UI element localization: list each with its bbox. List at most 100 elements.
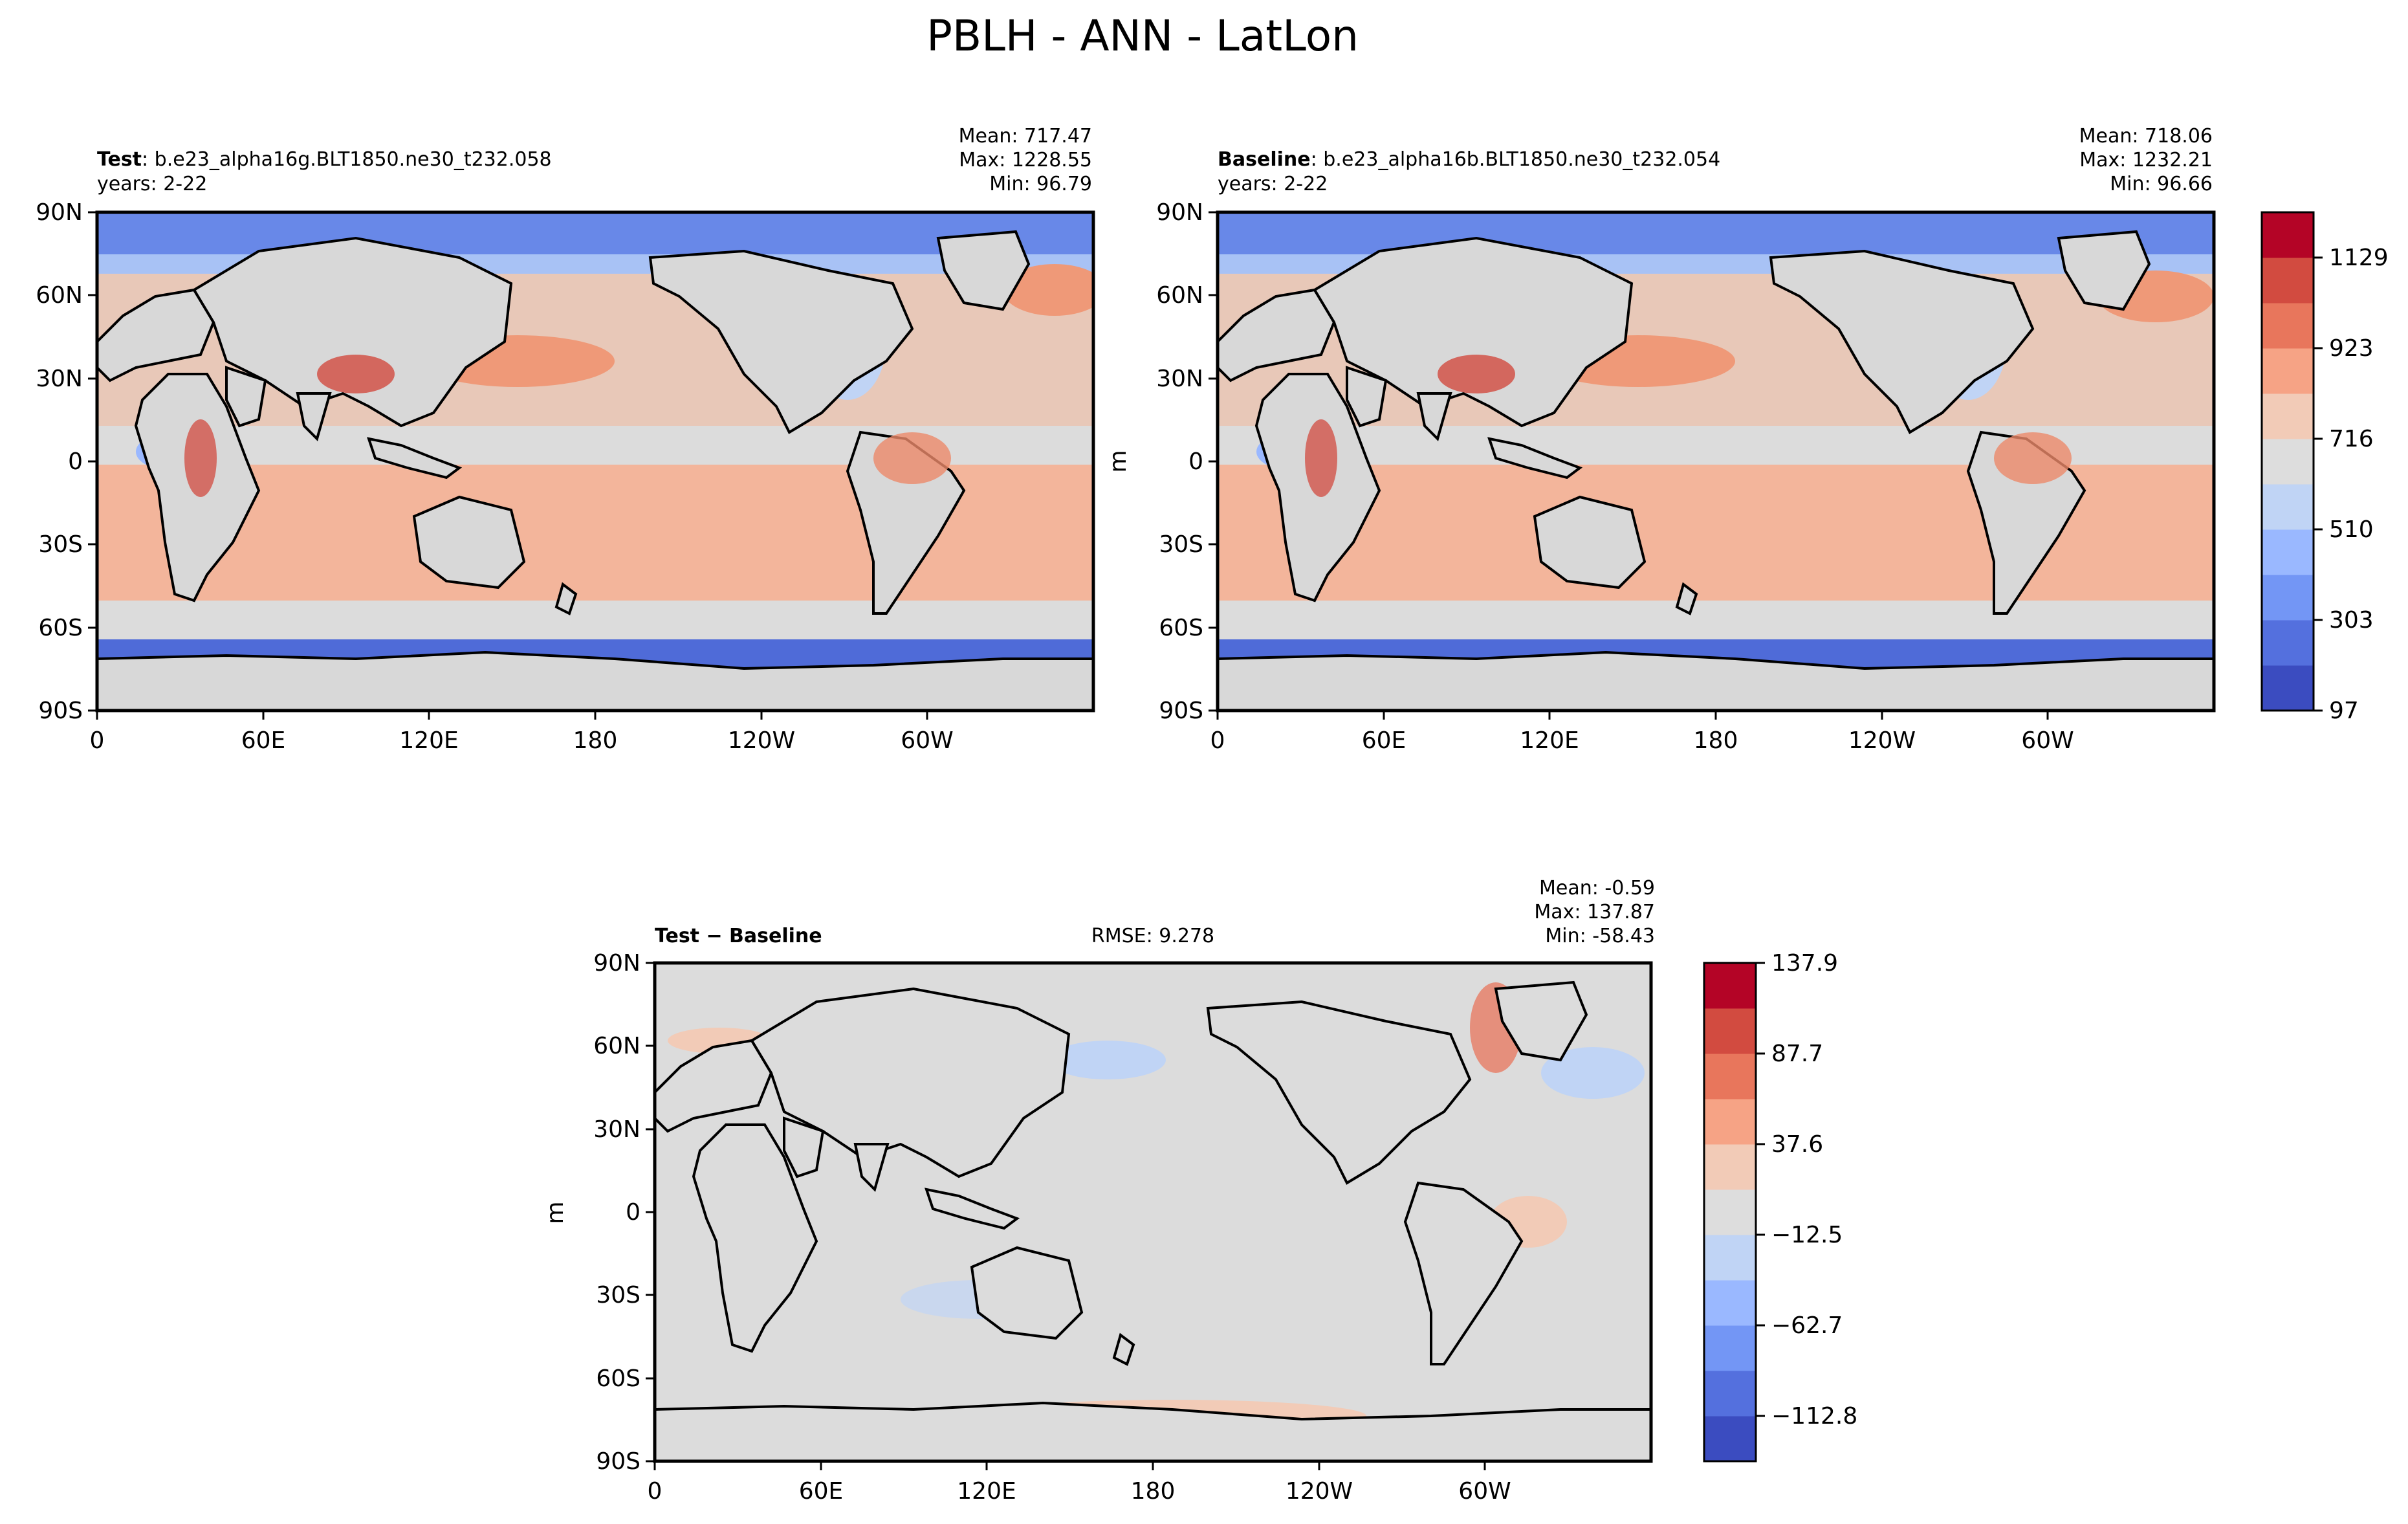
map-baseline-xtick-180: 180 <box>1694 727 1738 754</box>
panel-baseline-stat-max: Max: 1232.21 <box>2079 149 2213 171</box>
colorbar-main-tick-510: 510 <box>2329 516 2374 543</box>
panel-diff-stat-mean: Mean: -0.59 <box>1539 877 1655 900</box>
colorbar-main-segments <box>2262 212 2314 711</box>
map-diff-ytick-90s: 90S <box>596 1448 640 1475</box>
colorbar-main-tick-303: 303 <box>2329 607 2374 634</box>
colorbar-main-segment-5 <box>2262 439 2314 485</box>
map-test: 90N 60N 30N 0 30S 60S 90S 0 60E 120E 180… <box>36 199 1095 754</box>
colorbar-main: 97 303 510 716 923 1129 <box>2260 211 2389 724</box>
colorbar-diff-segment-8 <box>1704 1054 1756 1099</box>
panel-diff: Test − Baseline RMSE: 9.278 Mean: -0.59 … <box>542 877 1655 1505</box>
colorbar-diff-tick-87.7: 87.7 <box>1771 1041 1823 1067</box>
map-diff-ytick-0: 0 <box>626 1199 640 1226</box>
panel-baseline-label: Baseline: b.e23_alpha16b.BLT1850.ne30_t2… <box>1218 148 1720 171</box>
map-baseline-x-ticks: 0 60E 120E 180 120W 60W <box>1210 711 2074 754</box>
map-test-xtick-60w: 60W <box>901 727 953 754</box>
map-baseline-ytick-0: 0 <box>1188 448 1203 475</box>
colorbar-diff-segment-1 <box>1704 1371 1756 1417</box>
map-diff-xtick-120w: 120W <box>1286 1478 1353 1505</box>
map-diff-ytick-60s: 60S <box>596 1365 640 1392</box>
panel-test-label: Test: b.e23_alpha16g.BLT1850.ne30_t232.0… <box>97 148 552 171</box>
colorbar-diff-segment-5 <box>1704 1189 1756 1235</box>
panel-diff-ylabel: m <box>542 1201 569 1224</box>
map-baseline-ytick-30s: 30S <box>1159 531 1203 558</box>
map-test-xtick-60e: 60E <box>241 727 286 754</box>
map-diff-xtick-120e: 120E <box>957 1478 1016 1505</box>
colorbar-diff-segment-0 <box>1704 1416 1756 1462</box>
map-baseline: 90N 60N 30N 0 30S 60S 90S 0 60E 120E 180… <box>1156 199 2216 754</box>
map-baseline-xtick-0: 0 <box>1210 727 1225 754</box>
colorbar-main-segment-8 <box>2262 303 2314 349</box>
map-test-ytick-60s: 60S <box>38 615 83 641</box>
panel-diff-label: Test − Baseline <box>655 925 822 947</box>
map-test-ytick-30s: 30S <box>38 531 83 558</box>
map-test-y-ticks: 90N 60N 30N 0 30S 60S 90S <box>36 199 97 724</box>
colorbar-main-segment-1 <box>2262 620 2314 666</box>
map-test-xtick-0: 0 <box>90 727 105 754</box>
figure-title: PBLH - ANN - LatLon <box>926 11 1359 61</box>
colorbar-main-tick-1129: 1129 <box>2329 245 2389 271</box>
map-test-xtick-120w: 120W <box>728 727 795 754</box>
map-baseline-xtick-60e: 60E <box>1362 727 1406 754</box>
colorbar-diff-segment-10 <box>1704 963 1756 1009</box>
panel-baseline-stat-min: Min: 96.66 <box>2110 173 2213 195</box>
map-diff-y-ticks: 90N 60N 30N 0 30S 60S 90S <box>593 950 655 1475</box>
map-baseline-ytick-90s: 90S <box>1159 698 1203 724</box>
colorbar-diff-segments <box>1704 963 1756 1462</box>
map-test-xtick-180: 180 <box>573 727 618 754</box>
colorbar-main-segment-7 <box>2262 348 2314 394</box>
colorbar-main-tick-923: 923 <box>2329 335 2374 362</box>
map-test-ytick-60n: 60N <box>36 282 83 309</box>
colorbar-diff-tick-neg12.5: −12.5 <box>1771 1222 1843 1248</box>
map-test-xtick-120e: 120E <box>399 727 458 754</box>
map-diff-ytick-30n: 30N <box>593 1116 640 1143</box>
panel-diff-stat-min: Min: -58.43 <box>1545 925 1655 947</box>
map-baseline-xtick-60w: 60W <box>2021 727 2074 754</box>
map-test-ytick-30n: 30N <box>36 366 83 392</box>
panel-test: Test: b.e23_alpha16g.BLT1850.ne30_t232.0… <box>36 125 1095 754</box>
map-baseline-ytick-90n: 90N <box>1156 199 1203 226</box>
colorbar-main-segment-6 <box>2262 393 2314 439</box>
panel-test-years: years: 2-22 <box>97 173 207 195</box>
map-diff-x-ticks: 0 60E 120E 180 120W 60W <box>648 1461 1511 1505</box>
panel-test-stat-min: Min: 96.79 <box>989 173 1092 195</box>
colorbar-main-tick-716: 716 <box>2329 426 2374 452</box>
colorbar-main-segment-10 <box>2262 212 2314 258</box>
colorbar-main-segment-9 <box>2262 258 2314 304</box>
map-baseline-y-ticks: 90N 60N 30N 0 30S 60S 90S <box>1156 199 1218 724</box>
map-test-ytick-90s: 90S <box>38 698 83 724</box>
panel-diff-rmse: RMSE: 9.278 <box>1091 925 1214 947</box>
map-baseline-ytick-30n: 30N <box>1156 366 1203 392</box>
map-test-ytick-90n: 90N <box>36 199 83 226</box>
panel-baseline-years: years: 2-22 <box>1218 173 1328 195</box>
panel-baseline: Baseline: b.e23_alpha16b.BLT1850.ne30_t2… <box>1105 125 2216 754</box>
map-diff-ytick-90n: 90N <box>593 950 640 977</box>
map-test-ytick-0: 0 <box>68 448 83 475</box>
colorbar-diff-segment-7 <box>1704 1099 1756 1145</box>
map-test-x-ticks: 0 60E 120E 180 120W 60W <box>90 711 954 754</box>
colorbar-main-ticks: 97 303 510 716 923 1129 <box>2314 245 2389 724</box>
colorbar-diff-segment-3 <box>1704 1280 1756 1326</box>
panel-test-stat-mean: Mean: 717.47 <box>959 125 1092 148</box>
colorbar-diff-tick-neg112.8: −112.8 <box>1771 1403 1857 1430</box>
panel-test-label-bold: Test <box>97 148 142 171</box>
panel-baseline-ylabel: m <box>1105 450 1132 472</box>
map-diff-ytick-60n: 60N <box>593 1033 640 1059</box>
colorbar-diff-segment-2 <box>1704 1325 1756 1371</box>
panel-baseline-label-rest: : b.e23_alpha16b.BLT1850.ne30_t232.054 <box>1311 148 1721 171</box>
colorbar-diff-tick-neg62.7: −62.7 <box>1771 1312 1843 1339</box>
colorbar-diff-tick-37.6: 37.6 <box>1771 1131 1823 1158</box>
map-diff-xtick-60e: 60E <box>799 1478 844 1505</box>
map-diff-xtick-0: 0 <box>648 1478 662 1505</box>
panel-test-stat-max: Max: 1228.55 <box>959 149 1092 171</box>
panel-baseline-stat-mean: Mean: 718.06 <box>2079 125 2213 148</box>
colorbar-diff: 137.9 87.7 37.6 −12.5 −62.7 −112.8 <box>1703 950 1857 1463</box>
map-baseline-ytick-60s: 60S <box>1159 615 1203 641</box>
map-baseline-ytick-60n: 60N <box>1156 282 1203 309</box>
panel-baseline-label-bold: Baseline <box>1218 148 1311 171</box>
map-diff: 90N 60N 30N 0 30S 60S 90S 0 60E 120E 180… <box>593 950 1653 1505</box>
colorbar-diff-segment-9 <box>1704 1008 1756 1054</box>
map-diff-xtick-60w: 60W <box>1458 1478 1511 1505</box>
colorbar-diff-segment-4 <box>1704 1235 1756 1281</box>
